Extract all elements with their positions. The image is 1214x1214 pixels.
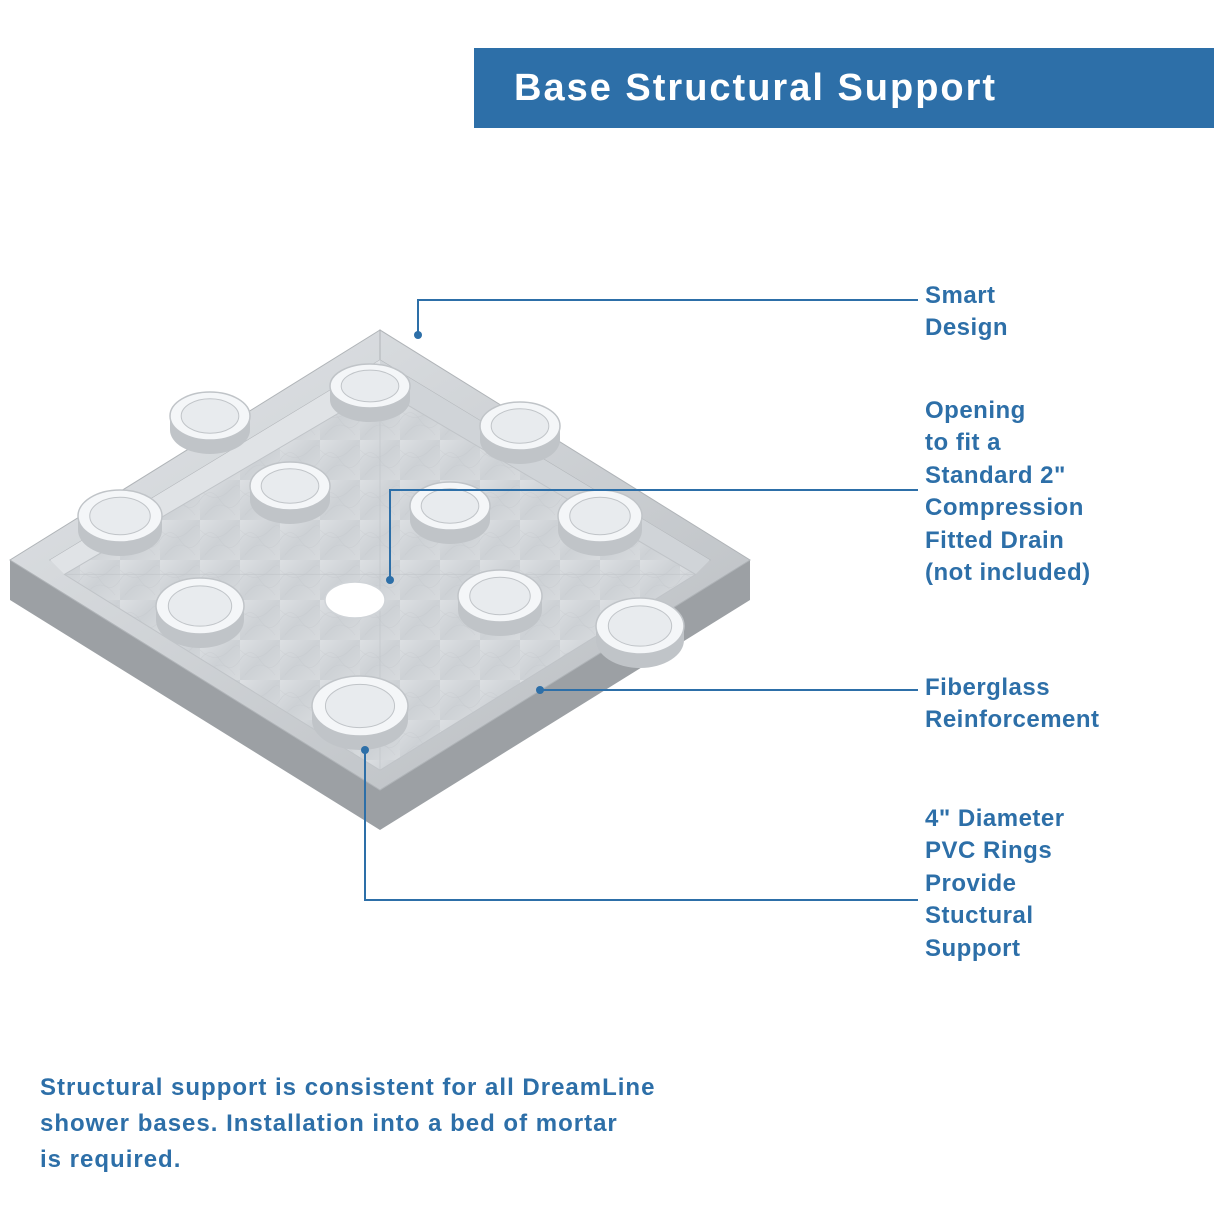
title-bar: Base Structural Support [474,48,1214,128]
callout-fiberglass: Fiberglass Reinforcement [925,672,1100,737]
pvc-rings [78,364,684,750]
leader-lines [361,300,918,900]
title-text: Base Structural Support [514,67,997,110]
shower-base-pan [10,330,750,830]
drain-opening [325,582,385,618]
callout-smart-design: Smart Design [925,280,1008,345]
footnote: Structural support is consistent for all… [40,1070,655,1178]
callout-pvc-rings: 4" Diameter PVC Rings Provide Stuctural … [925,803,1065,965]
callout-drain-opening: Opening to fit a Standard 2" Compression… [925,395,1091,589]
base-diagram [0,0,1214,1214]
